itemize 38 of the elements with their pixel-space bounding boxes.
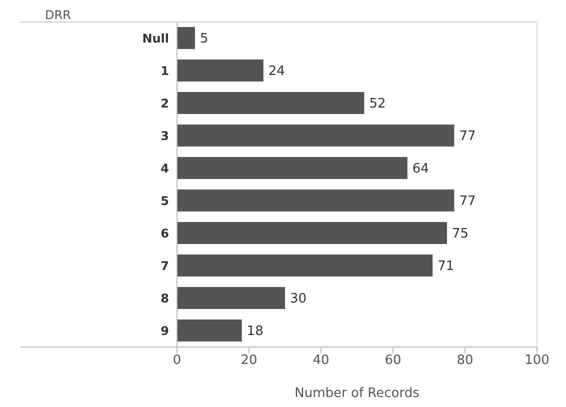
y-tick-label: 5 [160, 194, 169, 208]
data-label: 52 [369, 96, 386, 112]
bar [177, 287, 285, 309]
bar [177, 27, 195, 49]
x-tick-label: 100 [524, 353, 550, 368]
y-tick-label: 2 [160, 96, 169, 111]
data-label: 71 [438, 259, 454, 274]
data-label: 77 [459, 194, 476, 210]
data-label: 30 [290, 292, 307, 307]
data-label: 24 [268, 64, 285, 80]
x-tick-label: 80 [456, 353, 474, 368]
y-tick-label: 8 [160, 292, 169, 306]
y-tick-label: 4 [160, 162, 169, 176]
x-tick-label: 60 [384, 353, 402, 368]
bar [177, 190, 454, 212]
bar [177, 320, 242, 342]
data-label: 75 [452, 226, 469, 242]
y-tick-label: 3 [160, 129, 169, 144]
data-label: 64 [412, 162, 429, 177]
bar [177, 222, 447, 244]
x-axis-title: Number of Records [294, 386, 420, 401]
bar [177, 92, 364, 114]
y-tick-label: 9 [160, 324, 169, 338]
y-tick-label: 6 [160, 226, 169, 241]
text: DRR [45, 8, 71, 22]
data-label: 77 [459, 129, 476, 144]
bar [177, 157, 408, 179]
y-tick-label: Null [142, 32, 169, 46]
x-tick-label: 20 [240, 353, 258, 368]
bar [177, 60, 264, 82]
bar [177, 124, 454, 146]
x-tick-label: 0 [172, 353, 182, 368]
x-tick-label: 40 [312, 353, 330, 368]
bar [177, 254, 433, 276]
y-tick-label: 7 [160, 259, 169, 274]
data-label: 18 [246, 324, 264, 340]
y-tick-label: 1 [160, 64, 169, 78]
data-label: 5 [200, 32, 208, 47]
